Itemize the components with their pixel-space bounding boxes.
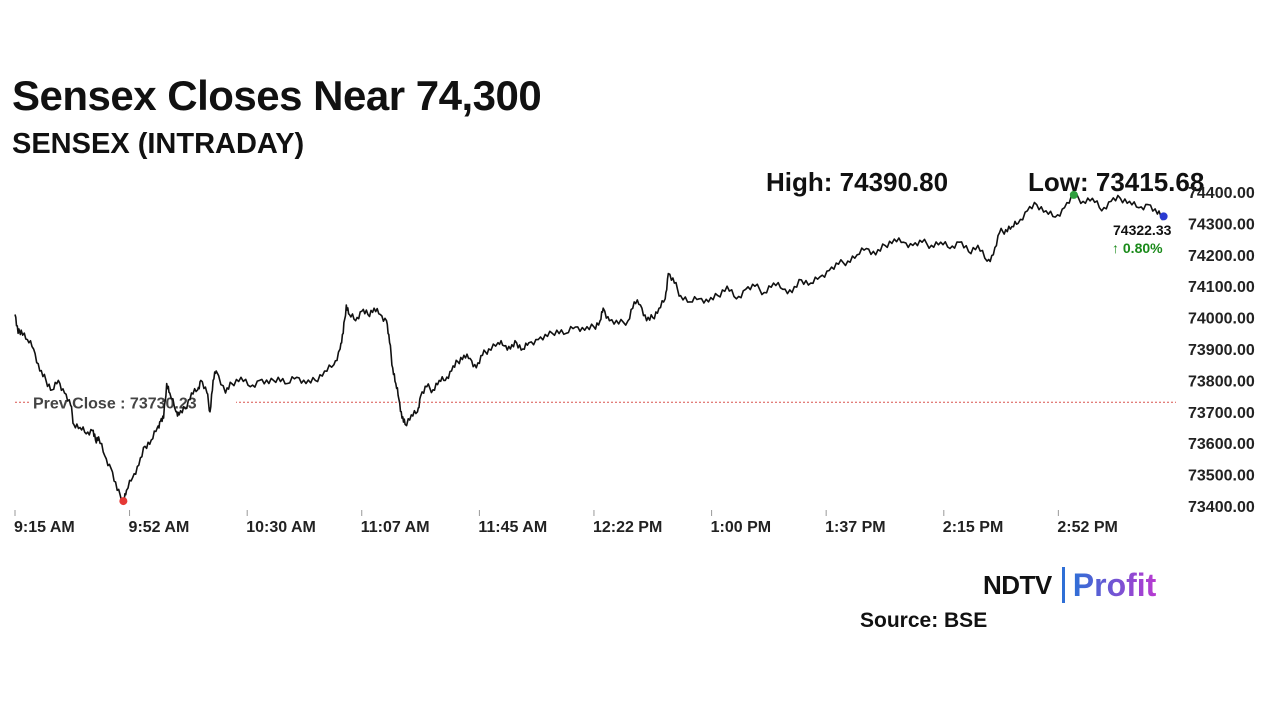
x-axis: 9:15 AM 9:52 AM 10:30 AM 11:07 AM 11:45 AM 12…: [14, 510, 1118, 536]
y-tick-label: 74000.00: [1188, 311, 1255, 328]
y-tick-label: 74200.00: [1188, 248, 1255, 265]
x-tick-label: 10:30 AM: [246, 519, 316, 536]
series-line: [14, 192, 1165, 503]
chart-subtitle: SENSEX (INTRADAY): [12, 128, 305, 160]
prev-close-group: Prev Close : 73730.23: [15, 391, 1176, 414]
day-low-marker: [119, 497, 128, 506]
prev-close-label: Prev Close : 73730.23: [33, 395, 197, 412]
y-tick-label: 73900.00: [1188, 342, 1255, 359]
x-tick-label: 2:15 PM: [943, 519, 1003, 536]
logo-divider: [1061, 567, 1065, 603]
series-group: [14, 192, 1165, 503]
y-tick-label: 73400.00: [1188, 499, 1255, 516]
high-stat: High: 74390.80: [766, 167, 949, 197]
y-tick-label: 74100.00: [1188, 279, 1255, 296]
y-axis: 74400.00 74300.00 74200.00 74100.00 74000.00…: [1188, 185, 1255, 516]
chart-title: Sensex Closes Near 74,300: [12, 72, 542, 119]
logo-profit-text: Profit: [1072, 566, 1157, 603]
x-tick-label: 12:22 PM: [593, 519, 662, 536]
y-tick-label: 74400.00: [1188, 185, 1255, 202]
change-percent-label: ↑ 0.80%: [1112, 240, 1163, 256]
x-tick-label: 1:00 PM: [711, 519, 771, 536]
x-tick-label: 11:07 AM: [361, 519, 430, 536]
marker-group: 74322.33 ↑ 0.80%: [119, 190, 1172, 506]
x-tick-label: 1:37 PM: [825, 519, 885, 536]
low-stat: Low: 73415.68: [1028, 167, 1205, 197]
x-tick-label: 2:52 PM: [1057, 519, 1117, 536]
logo-ndtv-text: NDTV: [983, 569, 1052, 600]
ndtv-profit-logo: NDTV Profit: [983, 565, 1156, 605]
y-tick-label: 73500.00: [1188, 468, 1255, 485]
last-price-marker: [1159, 212, 1168, 221]
x-tick-label: 9:52 AM: [129, 519, 190, 536]
last-price-label: 74322.33: [1113, 222, 1172, 238]
y-tick-label: 74300.00: [1188, 216, 1255, 233]
x-tick-label: 9:15 AM: [14, 519, 75, 536]
source-note: Source: BSE: [860, 609, 988, 632]
day-high-marker: [1069, 190, 1078, 199]
y-tick-label: 73700.00: [1188, 405, 1255, 422]
x-tick-label: 11:45 AM: [478, 519, 547, 536]
y-tick-label: 73800.00: [1188, 373, 1255, 390]
y-tick-label: 73600.00: [1188, 436, 1255, 453]
